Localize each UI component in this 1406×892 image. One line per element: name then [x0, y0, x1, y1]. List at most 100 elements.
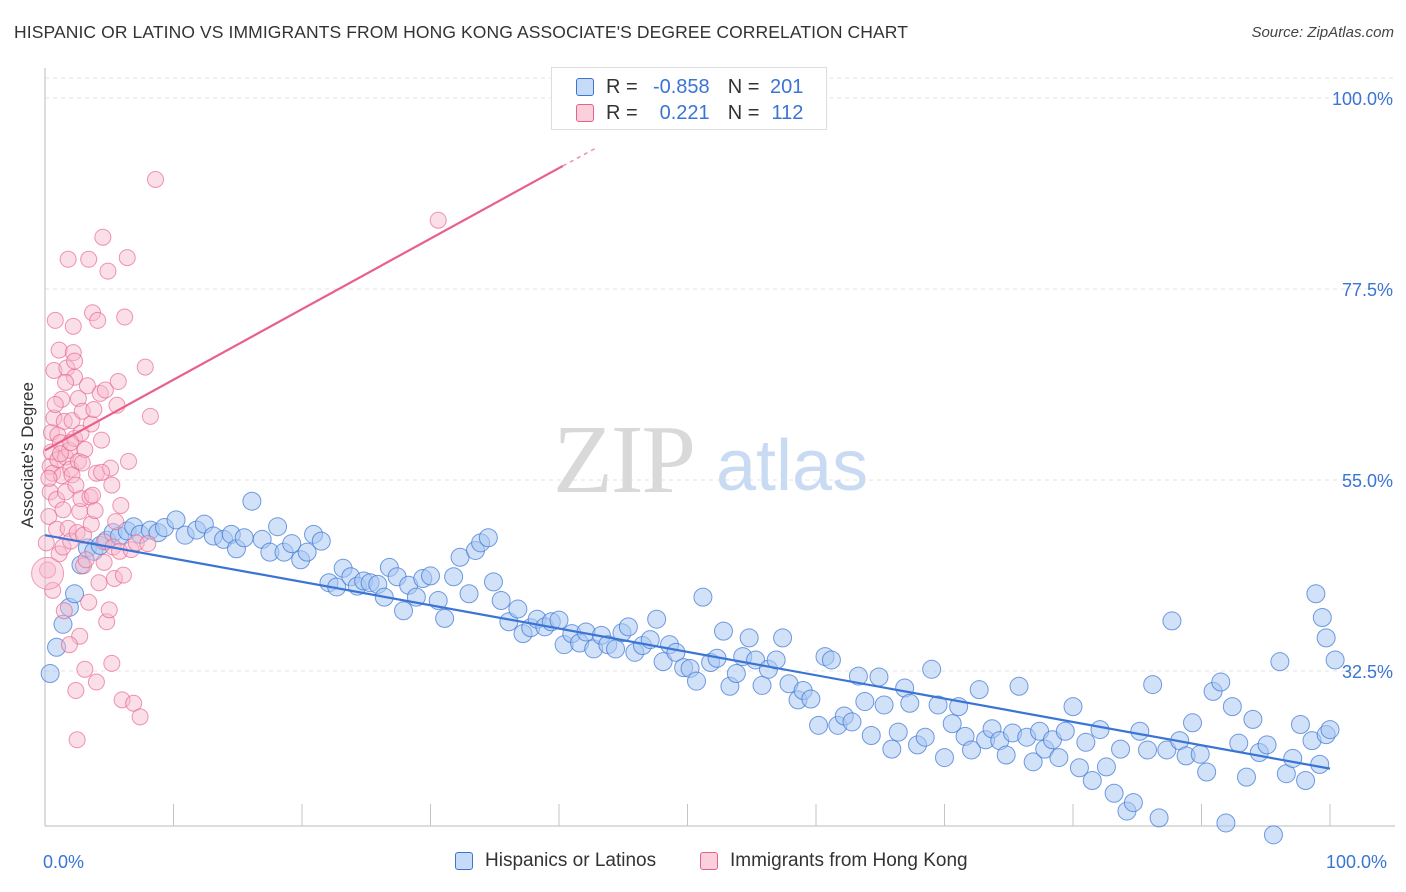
hispanic-point: [1306, 584, 1326, 604]
hispanic-point: [1216, 813, 1236, 833]
hispanic-point: [693, 587, 713, 607]
hispanic-point: [1316, 628, 1336, 648]
hispanic-point: [282, 534, 302, 554]
y-tick-label: 100.0%: [1332, 89, 1393, 109]
hispanic-point: [421, 566, 440, 586]
hispanic-point: [1063, 697, 1083, 717]
y-tick-label: 32.5%: [1342, 662, 1393, 682]
chart-title: HISPANIC OR LATINO VS IMMIGRANTS FROM HO…: [14, 22, 908, 42]
hongkong-point: [76, 660, 94, 678]
hongkong-point: [64, 317, 82, 335]
hispanic-point: [882, 739, 902, 759]
hispanic-point: [653, 652, 673, 672]
hispanic-point: [1104, 783, 1124, 803]
hongkong-point: [86, 502, 104, 520]
series-hispanic: [40, 491, 1345, 845]
hispanic-point: [1130, 721, 1150, 741]
hispanic-point: [1157, 740, 1177, 760]
hispanic-point: [311, 531, 331, 551]
hispanic-point: [1296, 771, 1316, 791]
hispanic-point: [1096, 757, 1116, 777]
hispanic-point: [483, 572, 503, 592]
blue-swatch: [576, 78, 594, 96]
r-label: R =: [606, 75, 638, 98]
y-axis-label: Associate's Degree: [18, 382, 37, 528]
hongkong-point: [85, 401, 103, 419]
hispanic-point: [1310, 754, 1330, 774]
hongkong-point: [89, 311, 107, 329]
hongkong-point: [125, 694, 143, 712]
hongkong-point: [68, 731, 86, 749]
hongkong-point: [76, 440, 94, 458]
hongkong-point: [64, 344, 82, 362]
hongkong-point: [103, 654, 121, 672]
hispanic-point: [1049, 748, 1069, 768]
hispanic-point: [394, 601, 414, 621]
pink-swatch: [576, 104, 594, 122]
hispanic-point: [647, 609, 667, 629]
chart-source: Source: ZipAtlas.com: [1251, 24, 1394, 41]
hongkong-point: [94, 228, 112, 246]
hongkong-point: [107, 513, 125, 531]
hispanic-point: [1162, 611, 1182, 631]
hongkong-point: [46, 311, 64, 329]
hispanic-point: [874, 695, 894, 715]
hongkong-point: [45, 361, 63, 379]
hispanic-point: [459, 584, 479, 604]
hongkong-point: [118, 249, 136, 267]
hispanic-point: [1222, 697, 1242, 717]
legend-item-hispanic: Hispanics or Latinos: [455, 850, 656, 872]
n-label: N =: [727, 75, 760, 98]
hispanic-point: [1211, 672, 1231, 692]
hispanic-point: [1270, 652, 1290, 672]
hongkong-point: [40, 508, 58, 526]
legend-row-hispanic: R = -0.858 N = 201: [576, 75, 803, 99]
hispanic-point: [242, 491, 262, 511]
hongkong-point: [95, 553, 113, 571]
hongkong-point: [120, 452, 138, 470]
hispanic-point: [928, 695, 948, 715]
hongkong-trend-extension: [562, 146, 598, 167]
hongkong-point: [55, 602, 73, 620]
series-legend: Hispanics or Latinos Immigrants from Hon…: [0, 850, 1406, 878]
hongkong-point: [80, 593, 98, 611]
hongkong-point: [46, 395, 64, 413]
hongkong-point: [100, 601, 118, 619]
hongkong-point: [141, 407, 159, 425]
hispanic-point: [801, 689, 821, 709]
hispanic-point: [1023, 752, 1043, 772]
hispanic-point: [969, 680, 989, 700]
hispanic-point: [1009, 676, 1029, 696]
n-value: 112: [771, 101, 804, 124]
hispanic-point: [915, 727, 935, 747]
hispanic-point: [65, 584, 85, 604]
hispanic-point: [435, 608, 455, 628]
hongkong-point: [147, 170, 165, 188]
hispanic-point: [1263, 825, 1283, 845]
hongkong-point: [112, 496, 130, 514]
hongkong-point: [60, 636, 78, 654]
hispanic-point: [234, 528, 254, 548]
hongkong-point: [50, 341, 68, 359]
hispanic-point: [869, 667, 889, 687]
hispanic-point: [752, 675, 772, 695]
hispanic-point: [842, 712, 862, 732]
hispanic-point: [922, 659, 942, 679]
hispanic-point: [40, 664, 60, 684]
hispanic-point: [942, 714, 962, 734]
hispanic-point: [1320, 720, 1340, 740]
hispanic-point: [1257, 735, 1277, 755]
hispanic-point: [848, 666, 868, 686]
hongkong-point: [59, 250, 77, 268]
hongkong-point: [105, 569, 123, 587]
hispanic-point: [855, 692, 875, 712]
hispanic-point: [1055, 721, 1075, 741]
pink-swatch: [700, 852, 718, 870]
hongkong-point: [139, 535, 157, 553]
hongkong-point: [66, 352, 84, 370]
hispanic-point: [1197, 762, 1217, 782]
hispanic-point: [1190, 744, 1210, 764]
hispanic-point: [444, 567, 464, 587]
hongkong-trend-line: [44, 164, 564, 452]
hongkong-point: [59, 519, 77, 537]
